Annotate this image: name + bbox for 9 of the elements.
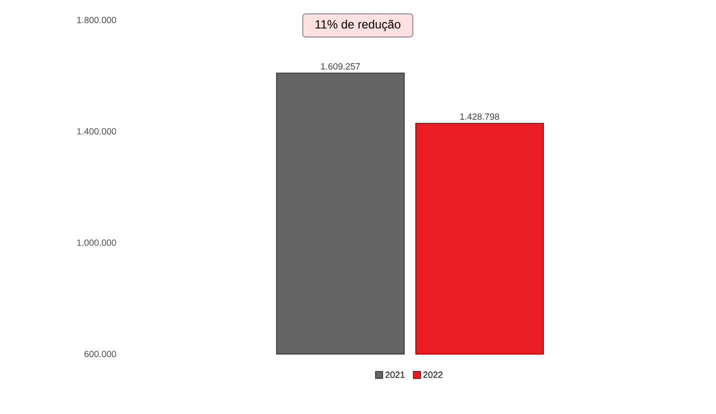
data-label: 1.428.798: [460, 113, 500, 120]
data-label: 1.609.257: [321, 63, 360, 70]
legend-label: 2021: [386, 372, 405, 378]
annotation: 11% de redução: [316, 20, 400, 31]
y-tick-label: 1.400.000: [77, 128, 116, 135]
y-tick-label: 1.800.000: [77, 16, 116, 24]
y-tick-label: 600.000: [84, 350, 116, 358]
legend-label: 2022: [423, 372, 442, 378]
y-tick-label: 1.000.000: [77, 239, 116, 246]
